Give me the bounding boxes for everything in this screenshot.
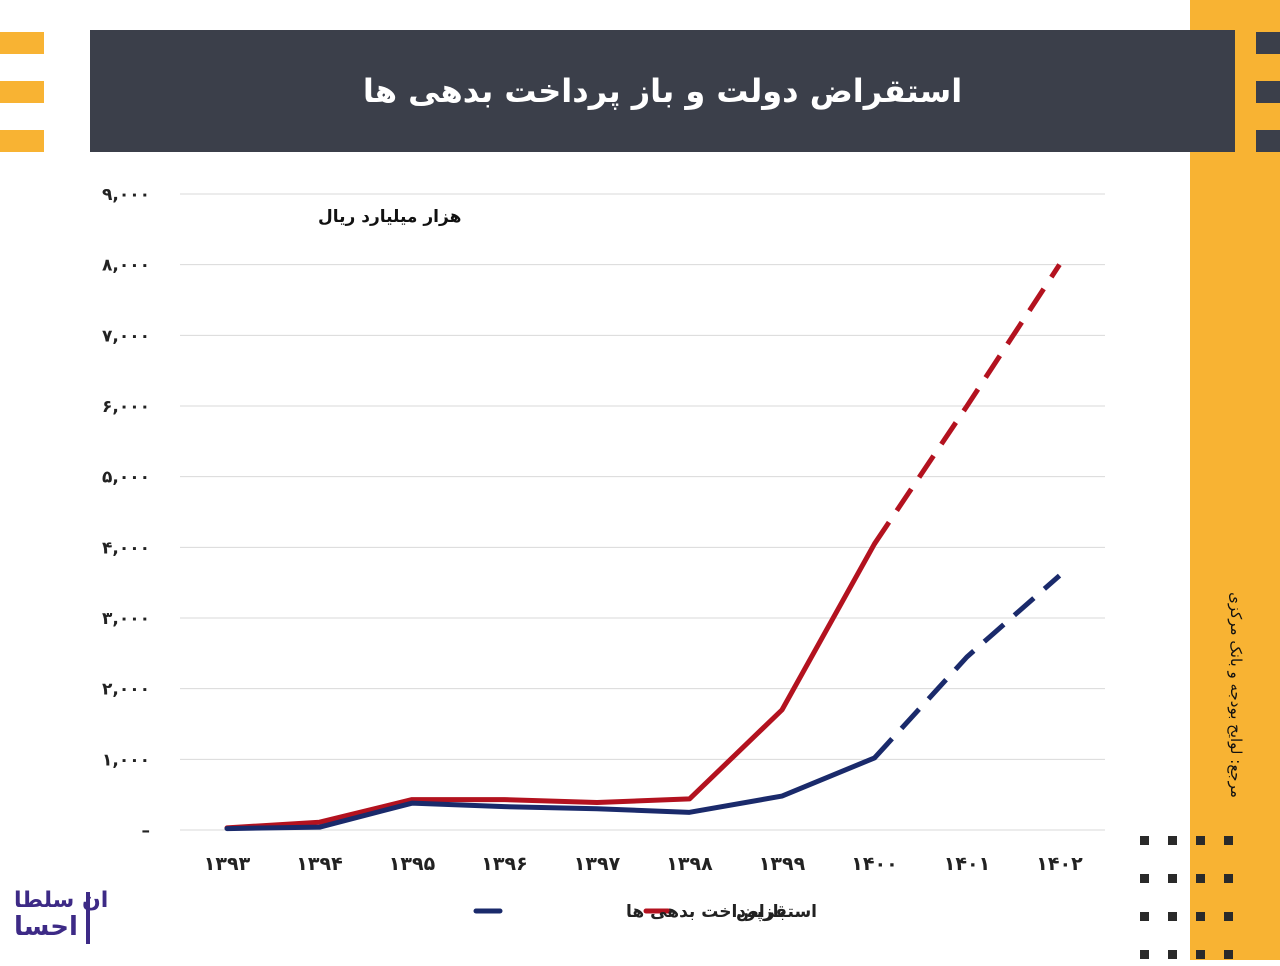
x-tick-label: ۱۳۹۴ [296,853,342,875]
x-tick-label: ۱۳۹۶ [481,853,527,875]
x-tick-label: ۱۳۹۸ [666,853,713,875]
y-tick-label: ۲,۰۰۰ [102,680,150,700]
series-line-solid [227,544,875,828]
y-tick-label: ۷,۰۰۰ [102,326,150,346]
chart-series [227,265,1060,829]
y-tick-label: ۴,۰۰۰ [102,538,150,558]
y-tick-label: ۸,۰۰۰ [102,256,150,276]
y-axis-ticks: – ۱,۰۰۰ ۲,۰۰۰ ۳,۰۰۰ ۴,۰۰۰ ۵,۰۰۰ ۶,۰۰۰ ۷,۰۰۰ ۸,۰۰… [102,185,150,841]
y-tick-label: ۱,۰۰۰ [102,750,150,770]
series-line-solid [227,758,875,829]
x-tick-label: ۱۴۰۲ [1036,853,1083,875]
x-tick-label: ۱۴۰۰ [851,853,897,875]
y-tick-label: – [142,821,151,841]
chart-gridlines [180,194,1105,830]
series-line-projected [875,265,1060,544]
y-tick-label: ۳,۰۰۰ [102,609,150,629]
legend-label: بازپرداخت بدهی ها [626,902,786,922]
series-line-projected [875,576,1060,758]
y-tick-label: ۵,۰۰۰ [102,468,150,488]
x-tick-label: ۱۳۹۵ [389,853,436,875]
x-tick-label: ۱۳۹۹ [759,853,806,875]
x-tick-label: ۱۴۰۱ [944,853,990,875]
y-tick-label: ۶,۰۰۰ [102,397,150,417]
y-tick-label: ۹,۰۰۰ [102,185,150,205]
y-unit-label: هزار میلیارد ریال [318,207,461,227]
x-axis-ticks: ۱۳۹۳ ۱۳۹۴ ۱۳۹۵ ۱۳۹۶ ۱۳۹۷ ۱۳۹۸ ۱۳۹۹ ۱۴۰۰ ۱۴۰۱ ۱۴۰۲ [204,853,1083,875]
x-tick-label: ۱۳۹۳ [204,853,251,875]
x-tick-label: ۱۳۹۷ [574,853,621,875]
